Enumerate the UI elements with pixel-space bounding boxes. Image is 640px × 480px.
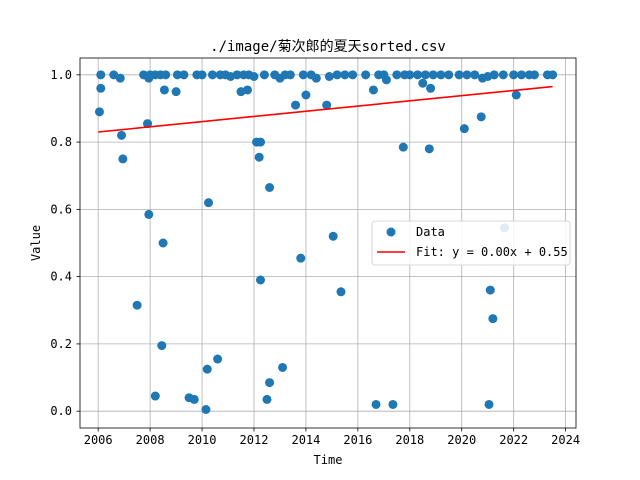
x-tick-label: 2024 bbox=[551, 433, 580, 447]
data-point bbox=[462, 70, 471, 79]
data-point bbox=[530, 70, 539, 79]
data-point bbox=[159, 239, 168, 248]
data-point bbox=[548, 70, 557, 79]
data-point bbox=[172, 87, 181, 96]
data-point bbox=[291, 101, 300, 110]
data-point bbox=[388, 400, 397, 409]
data-point bbox=[329, 232, 338, 241]
y-tick-label: 0.4 bbox=[50, 270, 72, 284]
data-point bbox=[201, 405, 210, 414]
data-point bbox=[413, 70, 422, 79]
x-axis-label: Time bbox=[314, 453, 343, 467]
data-point bbox=[436, 70, 445, 79]
data-point bbox=[429, 70, 438, 79]
data-point bbox=[477, 112, 486, 121]
y-tick-label: 0.6 bbox=[50, 202, 72, 216]
data-point bbox=[426, 84, 435, 93]
y-tick-label: 0.0 bbox=[50, 404, 72, 418]
data-point bbox=[286, 70, 295, 79]
legend-fit-label: Fit: y = 0.00x + 0.55 bbox=[416, 245, 568, 259]
y-tick-label: 0.2 bbox=[50, 337, 72, 351]
data-point bbox=[151, 392, 160, 401]
data-point bbox=[405, 70, 414, 79]
data-point bbox=[95, 107, 104, 116]
y-tick-label: 1.0 bbox=[50, 68, 72, 82]
data-point bbox=[133, 301, 142, 310]
x-tick-label: 2010 bbox=[188, 433, 217, 447]
data-point bbox=[208, 70, 217, 79]
data-point bbox=[340, 70, 349, 79]
x-tick-label: 2006 bbox=[84, 433, 113, 447]
data-point bbox=[260, 70, 269, 79]
data-point bbox=[161, 70, 170, 79]
data-point bbox=[418, 79, 427, 88]
data-point bbox=[190, 395, 199, 404]
data-point bbox=[278, 363, 287, 372]
data-point bbox=[256, 276, 265, 285]
data-point bbox=[361, 70, 370, 79]
data-point bbox=[369, 85, 378, 94]
data-point bbox=[512, 91, 521, 100]
data-point bbox=[488, 314, 497, 323]
data-point bbox=[296, 254, 305, 263]
data-point bbox=[486, 286, 495, 295]
x-tick-label: 2016 bbox=[343, 433, 372, 447]
data-point bbox=[509, 70, 518, 79]
data-point bbox=[96, 84, 105, 93]
data-point bbox=[203, 365, 212, 374]
data-point bbox=[265, 378, 274, 387]
data-point bbox=[348, 70, 357, 79]
data-point bbox=[421, 70, 430, 79]
x-tick-label: 2022 bbox=[499, 433, 528, 447]
data-point bbox=[336, 287, 345, 296]
data-point bbox=[198, 70, 207, 79]
data-point bbox=[392, 70, 401, 79]
data-point bbox=[213, 355, 222, 364]
legend-data-marker bbox=[387, 228, 396, 237]
data-point bbox=[243, 85, 252, 94]
data-point bbox=[455, 70, 464, 79]
legend: Data Fit: y = 0.00x + 0.55 bbox=[372, 221, 570, 265]
data-point bbox=[299, 70, 308, 79]
y-axis-label: Value bbox=[29, 225, 43, 261]
data-point bbox=[485, 400, 494, 409]
data-point bbox=[325, 72, 334, 81]
legend-data-label: Data bbox=[416, 225, 445, 239]
data-point bbox=[425, 144, 434, 153]
data-point bbox=[499, 70, 508, 79]
data-point bbox=[490, 70, 499, 79]
data-point bbox=[382, 75, 391, 84]
x-tick-label: 2008 bbox=[136, 433, 165, 447]
data-point bbox=[144, 210, 153, 219]
data-point bbox=[301, 91, 310, 100]
data-point bbox=[249, 72, 258, 81]
data-point bbox=[265, 183, 274, 192]
data-point bbox=[117, 131, 126, 140]
data-point bbox=[262, 395, 271, 404]
y-tick-label: 0.8 bbox=[50, 135, 72, 149]
data-point bbox=[160, 85, 169, 94]
x-tick-label: 2018 bbox=[395, 433, 424, 447]
data-point bbox=[312, 74, 321, 83]
data-point bbox=[460, 124, 469, 133]
data-point bbox=[372, 400, 381, 409]
x-tick-label: 2014 bbox=[291, 433, 320, 447]
data-point bbox=[96, 70, 105, 79]
data-point bbox=[118, 154, 127, 163]
data-point bbox=[255, 153, 264, 162]
data-point bbox=[204, 198, 213, 207]
data-point bbox=[333, 70, 342, 79]
data-point bbox=[157, 341, 166, 350]
data-point bbox=[470, 70, 479, 79]
data-point bbox=[179, 70, 188, 79]
data-point bbox=[116, 74, 125, 83]
data-point bbox=[256, 138, 265, 147]
data-point bbox=[399, 143, 408, 152]
chart-title: ./image/菊次郎的夏天sorted.csv bbox=[210, 39, 446, 55]
x-tick-label: 2020 bbox=[447, 433, 476, 447]
data-point bbox=[517, 70, 526, 79]
x-tick-label: 2012 bbox=[240, 433, 269, 447]
data-point bbox=[444, 70, 453, 79]
